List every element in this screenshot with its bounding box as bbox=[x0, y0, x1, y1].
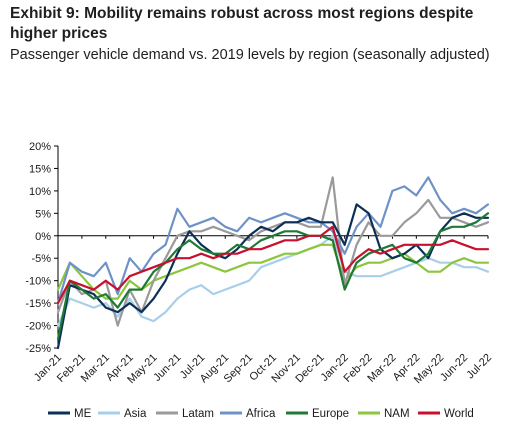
x-tick-label: Jun-22 bbox=[438, 352, 470, 384]
chart-subtitle: Passenger vehicle demand vs. 2019 levels… bbox=[10, 47, 490, 63]
chart-legend: ME Asia Latam Africa Europe NAM World bbox=[48, 408, 474, 420]
x-tick-label: Jul-22 bbox=[464, 352, 494, 382]
series-layer bbox=[56, 176, 490, 350]
y-tick-label: 20% bbox=[29, 141, 51, 153]
y-tick-label: -15% bbox=[25, 298, 51, 310]
y-tick-label: 5% bbox=[35, 208, 51, 220]
y-tick-label: -20% bbox=[25, 321, 51, 333]
y-tick-label: -5% bbox=[31, 253, 51, 265]
legend-label-me: ME bbox=[74, 408, 92, 420]
legend-label-asia: Asia bbox=[124, 408, 147, 420]
y-tick-label: 10% bbox=[29, 186, 51, 198]
y-tick-label: 15% bbox=[29, 163, 51, 175]
legend-label-latam: Latam bbox=[182, 408, 214, 420]
legend-label-africa: Africa bbox=[246, 408, 276, 420]
series-line-world bbox=[56, 225, 490, 305]
x-tick-label: Jun-21 bbox=[151, 352, 183, 384]
legend-label-europe: Europe bbox=[312, 408, 349, 420]
chart-title: Exhibit 9: Mobility remains robust acros… bbox=[10, 5, 474, 42]
y-tick-label: 0% bbox=[35, 231, 51, 243]
series-line-africa bbox=[56, 176, 490, 305]
series-line-europe bbox=[56, 212, 490, 341]
y-tick-label: -10% bbox=[25, 276, 51, 288]
y-tick-label: -25% bbox=[25, 343, 51, 355]
legend-label-world: World bbox=[444, 408, 474, 420]
legend-label-nam: NAM bbox=[384, 408, 410, 420]
